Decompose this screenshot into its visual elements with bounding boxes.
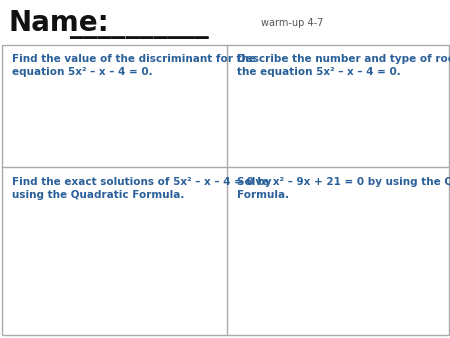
- Text: Find the value of the discriminant for the
equation 5x² – x – 4 = 0.: Find the value of the discriminant for t…: [12, 54, 256, 77]
- Text: warm-up 4-7: warm-up 4-7: [261, 18, 324, 28]
- Text: __________: __________: [70, 10, 208, 39]
- Text: Solve x² – 9x + 21 = 0 by using the Quadratic
Formula.: Solve x² – 9x + 21 = 0 by using the Quad…: [237, 177, 450, 199]
- Text: Name:: Name:: [8, 9, 109, 37]
- Text: Describe the number and type of roots for
the equation 5x² – x – 4 = 0.: Describe the number and type of roots fo…: [237, 54, 450, 77]
- Bar: [2, 45, 449, 335]
- Text: Find the exact solutions of 5x² – x – 4 = 0 by
using the Quadratic Formula.: Find the exact solutions of 5x² – x – 4 …: [12, 177, 272, 199]
